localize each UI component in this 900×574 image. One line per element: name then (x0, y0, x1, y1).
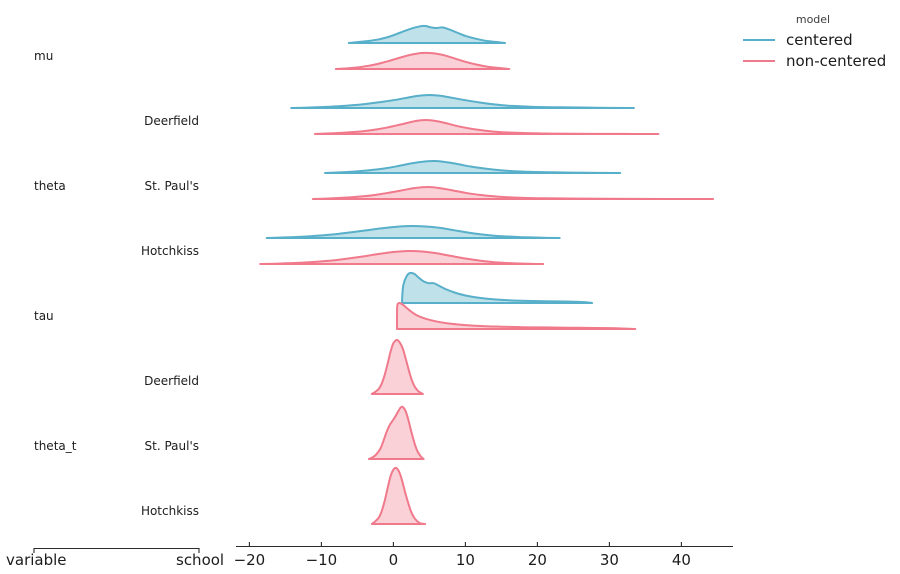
school-label-stpauls: St. Paul's (144, 439, 200, 453)
x-tick-label: 30 (599, 551, 619, 569)
x-tick-label: 20 (527, 551, 547, 569)
density-Hotchkiss-centered (265, 225, 561, 239)
density-mu-centered (347, 24, 506, 44)
legend-entry-label: non-centered (786, 51, 887, 70)
x-tick-label: 0 (388, 551, 399, 569)
legend-entry-centered: centered (743, 29, 900, 50)
variable-label-theta: theta (34, 179, 66, 193)
variable-label-theta_t: theta_t (34, 439, 77, 453)
legend: model centered non-centered (743, 12, 900, 71)
density-Deerfield-non-centered (370, 339, 424, 395)
variable-label-tau: tau (34, 309, 54, 323)
density-Deerfield-non-centered (313, 119, 660, 135)
x-axis-title-variable: variable (6, 551, 67, 569)
non-centered-line-swatch-icon (743, 59, 775, 62)
density-Hotchkiss-non-centered (259, 249, 545, 265)
legend-entry-label: centered (786, 30, 853, 49)
density-theta-non-centered (311, 186, 715, 200)
row-axis-bracket (33, 547, 200, 553)
legend-title: model (795, 13, 831, 26)
school-label-stpauls: St. Paul's (144, 179, 200, 193)
x-tick-label: 10 (455, 551, 475, 569)
density-tau-non-centered (395, 301, 637, 330)
school-label-hotchkiss: Hotchkiss (140, 504, 199, 518)
x-tick-label: −10 (305, 551, 338, 569)
school-label-deerfield: Deerfield (144, 374, 199, 388)
density-Deerfield-centered (290, 94, 635, 109)
density-theta-centered (324, 159, 622, 174)
school-label-hotchkiss: Hotchkiss (140, 244, 199, 258)
density-mu-non-centered (334, 51, 511, 70)
density-theta_t-non-centered (367, 405, 425, 460)
centered-line-swatch-icon (743, 38, 775, 41)
density-tau-centered (401, 271, 594, 304)
x-tick-label: −20 (233, 551, 266, 569)
school-label-deerfield: Deerfield (144, 114, 199, 128)
variable-label-mu: mu (34, 49, 54, 63)
x-tick-label: 40 (671, 551, 691, 569)
x-axis-title-school: school (176, 551, 225, 569)
density-Hotchkiss-non-centered (370, 466, 427, 525)
legend-entry-non-centered: non-centered (743, 50, 900, 71)
